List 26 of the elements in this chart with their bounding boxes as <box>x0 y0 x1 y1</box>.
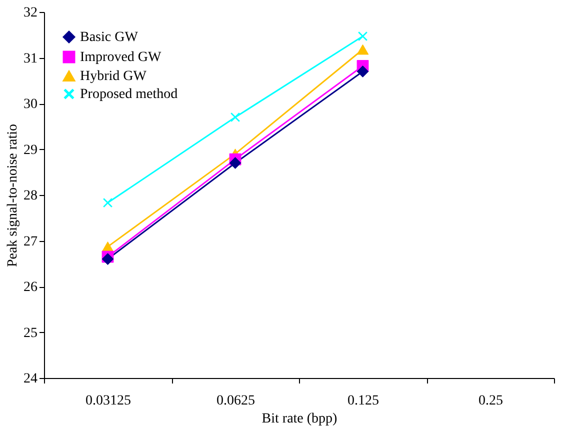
legend-label: Improved GW <box>80 50 162 65</box>
y-tick-label: 28 <box>24 188 38 204</box>
point <box>356 44 369 55</box>
y-tick-label: 30 <box>24 97 38 112</box>
point <box>229 157 242 169</box>
point <box>230 112 240 122</box>
y-tick-label: 31 <box>24 51 38 66</box>
x-tick-label: 0.03125 <box>86 394 131 408</box>
x-tick-label: 0.25 <box>478 394 503 408</box>
x-tick-label: 0.125 <box>348 394 379 408</box>
point <box>356 66 369 78</box>
point <box>102 253 114 265</box>
legend-label: Hybrid GW <box>80 69 148 84</box>
x-tick-label: 0.0625 <box>216 394 255 408</box>
y-axis-title: Peak signal-to-noise ratio <box>6 124 20 268</box>
y-tick-label: 27 <box>24 234 38 250</box>
y-tick-label: 29 <box>24 142 38 158</box>
x-axis-title: Bit rate (bpp) <box>262 412 338 426</box>
legend-label: Proposed method <box>80 87 178 102</box>
y-tick-label: 32 <box>24 6 38 20</box>
legend-label: Basic GW <box>80 30 139 45</box>
y-tick-label: 25 <box>24 326 38 341</box>
y-tick-label: 26 <box>24 280 38 295</box>
y-tick-label: 24 <box>24 372 38 386</box>
point <box>103 198 112 208</box>
point <box>358 32 368 41</box>
